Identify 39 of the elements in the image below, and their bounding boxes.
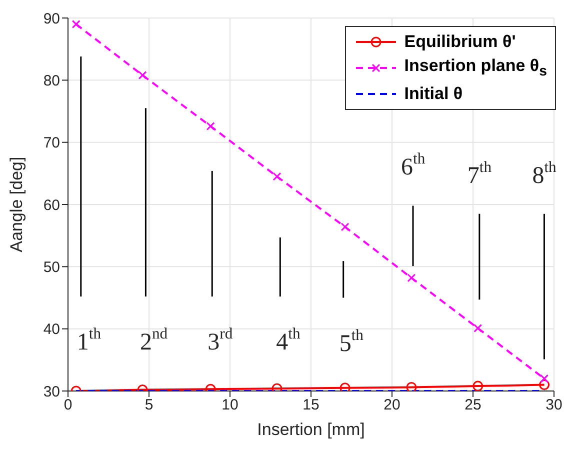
annotation: 2$^{nd}$ <box>140 326 168 356</box>
y-tick-label: 40 <box>43 321 60 338</box>
y-tick-label: 60 <box>43 196 60 214</box>
point <box>472 380 484 391</box>
annotation: 3$^{rd}$ <box>208 326 233 356</box>
x-tick-label: 10 <box>222 396 238 414</box>
x-tick-label: 30 <box>546 396 562 414</box>
point <box>539 380 550 390</box>
point <box>72 20 80 28</box>
point <box>206 122 215 130</box>
y-tick-label: 50 <box>43 258 60 276</box>
y-tick-label: 80 <box>43 72 60 90</box>
annotation: 1$^{th}$ <box>76 326 102 356</box>
y-tick-label: 70 <box>43 134 60 152</box>
annotation: 4$^{th}$ <box>276 326 300 356</box>
point <box>138 70 147 80</box>
point <box>406 382 417 391</box>
annotation: 6$^{th}$ <box>400 150 426 181</box>
point <box>340 382 350 391</box>
point <box>272 172 282 181</box>
legend-label: Equilibrium θ' <box>404 32 516 52</box>
y-tick-label: 30 <box>43 383 60 400</box>
annotation: 5$^{th}$ <box>339 326 364 357</box>
x-tick-label: 0 <box>64 396 72 414</box>
legend-label: Initial θ <box>404 84 463 104</box>
annotation: 8$^{th}$ <box>532 158 557 189</box>
x-axis-title: Insertion [mm] <box>257 420 365 439</box>
point <box>407 274 416 282</box>
annotation: 7$^{th}$ <box>467 158 492 189</box>
x-tick-label: 20 <box>384 396 400 414</box>
x-tick-label: 25 <box>464 396 482 414</box>
y-tick-label: 90 <box>43 10 60 28</box>
point <box>540 374 549 383</box>
point <box>474 324 482 332</box>
x-tick-label: 5 <box>144 396 154 414</box>
legend-label: Insertion plane θ$_{s}$ <box>404 56 547 80</box>
x-tick-label: 15 <box>302 396 320 414</box>
y-axis-title: Aangle [deg] <box>7 156 26 252</box>
point <box>340 222 350 232</box>
